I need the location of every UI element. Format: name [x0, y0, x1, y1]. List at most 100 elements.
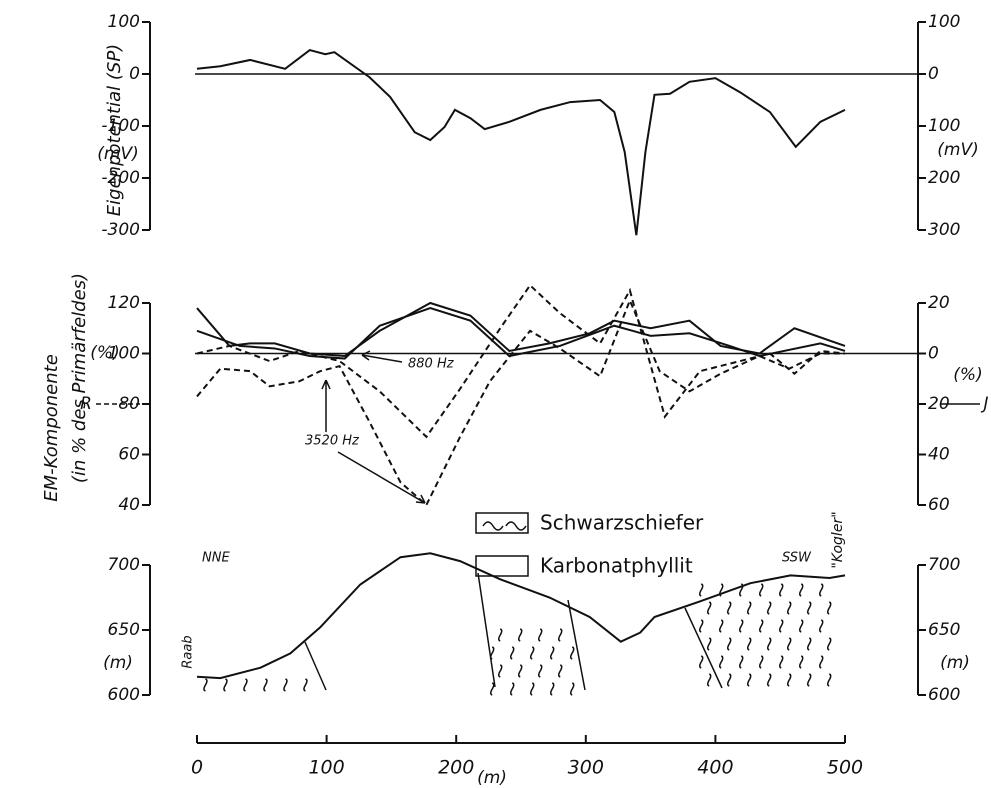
y2-tick-label: 300	[928, 220, 960, 240]
schist-symbol	[537, 664, 543, 678]
x-tick-label: 400	[697, 757, 733, 779]
boundary	[304, 641, 327, 691]
schist-symbol	[489, 682, 495, 696]
schist-symbol	[818, 619, 824, 633]
schist-symbol	[557, 664, 563, 678]
y-tick-label: 100	[108, 12, 140, 32]
y-unit: (mV)	[97, 144, 138, 164]
annotation: "Kogler"	[830, 511, 846, 568]
boundary	[684, 607, 723, 689]
schist-symbol	[698, 583, 704, 597]
data-line	[196, 283, 846, 439]
schist-symbol	[726, 637, 732, 651]
schist-symbol	[806, 637, 812, 651]
y2-tick-label: 40	[928, 445, 950, 465]
schist-symbol	[718, 655, 724, 669]
data-line	[196, 297, 845, 507]
schist-symbol	[726, 673, 732, 687]
y2-tick-label: 20	[928, 394, 950, 414]
schist-symbol	[826, 601, 832, 615]
arrow	[337, 451, 426, 504]
schist-symbol	[549, 682, 555, 696]
y2-tick-label: 700	[928, 555, 960, 575]
schist-symbol	[746, 673, 752, 687]
schist-symbol	[758, 619, 764, 633]
annotation: 880 Hz	[408, 357, 455, 372]
schist-symbol	[786, 637, 792, 651]
schist-symbol	[798, 619, 804, 633]
schist-symbol	[758, 583, 764, 597]
x-axis-title: (m)	[477, 768, 507, 788]
schist-symbol	[706, 673, 712, 687]
boundary	[477, 572, 496, 688]
schist-symbol	[517, 664, 523, 678]
schist-symbol	[497, 628, 503, 642]
y-unit: (%)	[90, 343, 119, 363]
legend-swatch	[475, 555, 529, 577]
schist-symbol	[786, 673, 792, 687]
schist-symbol	[698, 655, 704, 669]
y2-tick-label: 100	[928, 116, 960, 136]
schist-symbol	[509, 682, 515, 696]
annotation: NNE	[202, 551, 230, 566]
schist-symbol	[738, 619, 744, 633]
y2-unit: (m)	[940, 653, 970, 673]
schist-symbol	[706, 637, 712, 651]
schist-symbol	[826, 673, 832, 687]
y2-tick-label: 0	[928, 64, 939, 84]
y-tick-label: 40	[118, 495, 140, 515]
schist-symbol	[529, 646, 535, 660]
y-unit: (m)	[103, 653, 133, 673]
arrow	[361, 350, 403, 363]
boundary	[567, 599, 586, 691]
arrow	[321, 379, 331, 432]
schist-symbol	[806, 601, 812, 615]
schist-symbol	[569, 682, 575, 696]
y-tick-label: 700	[108, 555, 140, 575]
schist-symbol	[497, 664, 503, 678]
y-tick-label: 650	[108, 620, 140, 640]
y-axis-title: (in % des Primärfeldes)	[69, 273, 90, 483]
y-tick-label: -200	[101, 168, 140, 188]
x-tick-label: 100	[308, 757, 344, 779]
legend-swatch	[475, 512, 529, 534]
x-tick-label: 300	[568, 757, 604, 779]
annotation: SSW	[782, 551, 812, 566]
schist-symbol	[263, 678, 268, 692]
r-label: R	[80, 394, 92, 414]
schist-symbol	[786, 601, 792, 615]
y-axis-title: Eigenpotential (SP)	[104, 44, 125, 216]
y2-tick-label: 200	[928, 168, 960, 188]
schist-symbol	[706, 601, 712, 615]
y2-tick-label: 600	[928, 685, 960, 705]
schist-symbol	[698, 619, 704, 633]
schist-symbol	[798, 583, 804, 597]
annotation: 3520 Hz	[305, 434, 360, 449]
schist-symbol	[738, 655, 744, 669]
legend-wave	[482, 521, 527, 531]
schist-symbol	[489, 646, 495, 660]
y-tick-label: 120	[108, 293, 140, 313]
schist-symbol	[806, 673, 812, 687]
y2-tick-label: 20	[928, 293, 950, 313]
schist-symbol	[537, 628, 543, 642]
y-axis-title: EM-Komponente	[41, 354, 62, 502]
legend-label: Schwarzschiefer	[540, 511, 704, 535]
schist-symbol	[766, 601, 772, 615]
schist-symbol	[517, 628, 523, 642]
x-tick-label: 200	[438, 757, 474, 779]
schist-symbol	[557, 628, 563, 642]
x-tick-label: 500	[827, 757, 863, 779]
y-tick-label: 0	[129, 64, 140, 84]
schist-symbol	[766, 673, 772, 687]
schist-symbol	[746, 601, 752, 615]
data-line	[196, 48, 846, 236]
schist-symbol	[778, 583, 784, 597]
schist-symbol	[283, 678, 288, 692]
schist-symbol	[509, 646, 515, 660]
legend-label: Karbonatphyllit	[540, 554, 693, 578]
schist-symbol	[758, 655, 764, 669]
y-tick-label: 600	[108, 685, 140, 705]
